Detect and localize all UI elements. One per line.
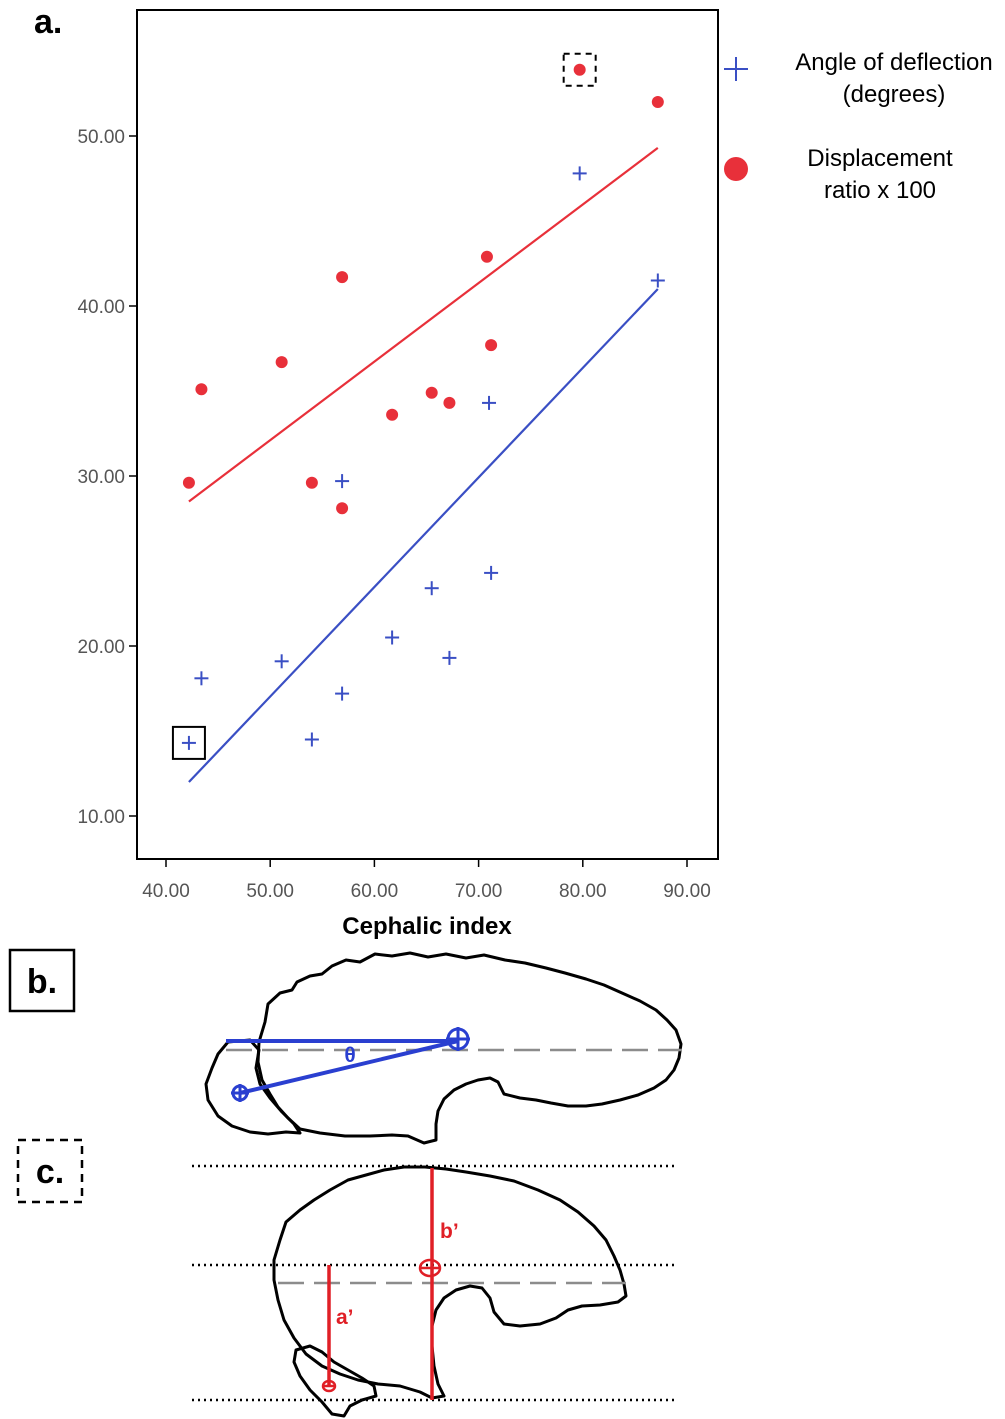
panel-label-a: a.: [34, 3, 62, 41]
brain-outline-b: [204, 951, 683, 1145]
legend-marker-angle: [724, 57, 748, 81]
brain-outline-c: [272, 1165, 628, 1418]
y-tick-label: 20.00: [77, 637, 125, 658]
centroid-marker-large-b: [446, 1027, 470, 1051]
point-displacement: [386, 408, 399, 421]
y-tick-label: 50.00: [77, 127, 125, 148]
x-tick-label: 60.00: [351, 881, 399, 902]
point-displacement: [573, 63, 586, 76]
angle-theta-label: θ: [344, 1044, 355, 1067]
x-axis-title: Cephalic index: [342, 913, 512, 940]
y-tick-label: 10.00: [77, 807, 125, 828]
y-tick-label: 30.00: [77, 467, 125, 488]
label-b-prime: b’: [440, 1220, 459, 1243]
point-angle: [442, 650, 457, 665]
point-displacement: [336, 502, 349, 515]
point-displacement: [275, 356, 288, 369]
highlight-box-dashed: [562, 52, 597, 87]
point-angle: [484, 565, 499, 580]
point-displacement: [443, 396, 456, 409]
panel-label-b: b.: [27, 963, 57, 1001]
highlight-box-solid: [171, 725, 206, 760]
angle-construction: [226, 1039, 459, 1095]
panel-box-b: [8, 948, 76, 1013]
point-displacement: [485, 339, 498, 352]
label-a-prime: a’: [336, 1306, 354, 1329]
point-angle: [482, 395, 497, 410]
point-displacement: [651, 96, 664, 108]
scatter-chart: 40.00 50.00 60.00 70.00 80.00 90.00 10.00 20.0…: [77, 9, 719, 940]
point-angle: [335, 686, 350, 701]
chart-legend: Angle of deflection (degrees) Displaceme…: [724, 49, 993, 204]
legend-label-angle-line2: (degrees): [843, 81, 946, 108]
fit-lines: [188, 147, 659, 783]
x-tick-label: 80.00: [559, 881, 607, 902]
data-points: [181, 63, 665, 750]
x-tick-label: 70.00: [455, 881, 503, 902]
fit-line-angle: [188, 288, 659, 783]
fit-line-displacement: [188, 147, 659, 503]
point-angle: [181, 735, 196, 750]
point-displacement: [182, 476, 195, 489]
point-displacement: [425, 386, 438, 399]
point-displacement: [480, 250, 493, 263]
point-angle: [194, 671, 209, 686]
centroid-marker-small-c: [321, 1379, 337, 1393]
highlight-boxes: [171, 52, 597, 760]
panel-label-c: c.: [36, 1153, 64, 1191]
point-angle: [385, 630, 400, 645]
legend-label-angle-line1: Angle of deflection: [795, 49, 992, 76]
centroid-marker-small-b: [231, 1084, 249, 1102]
legend-label-displacement-line2: ratio x 100: [824, 177, 936, 204]
y-axis-ticks: 10.00 20.00 30.00 40.00 50.00: [77, 127, 137, 828]
x-axis-ticks: 40.00 50.00 60.00 70.00 80.00 90.00: [142, 859, 711, 902]
x-tick-label: 90.00: [663, 881, 711, 902]
centroid-marker-large-c: [418, 1258, 442, 1278]
point-angle: [274, 654, 289, 669]
plot-frame: [136, 9, 719, 860]
panel-box-c: [16, 1138, 84, 1204]
point-displacement: [336, 271, 349, 284]
x-tick-label: 40.00: [142, 881, 190, 902]
legend-marker-displacement: [724, 157, 748, 181]
measurement-lines: [327, 1168, 434, 1400]
point-angle: [650, 273, 665, 288]
point-displacement: [305, 476, 318, 489]
legend-label-displacement-line1: Displacement: [807, 145, 953, 172]
point-angle: [572, 166, 587, 181]
x-tick-label: 50.00: [246, 881, 294, 902]
point-displacement: [195, 383, 208, 396]
point-angle: [335, 474, 350, 489]
point-angle: [304, 732, 319, 747]
y-tick-label: 40.00: [77, 297, 125, 318]
point-angle: [424, 581, 439, 596]
